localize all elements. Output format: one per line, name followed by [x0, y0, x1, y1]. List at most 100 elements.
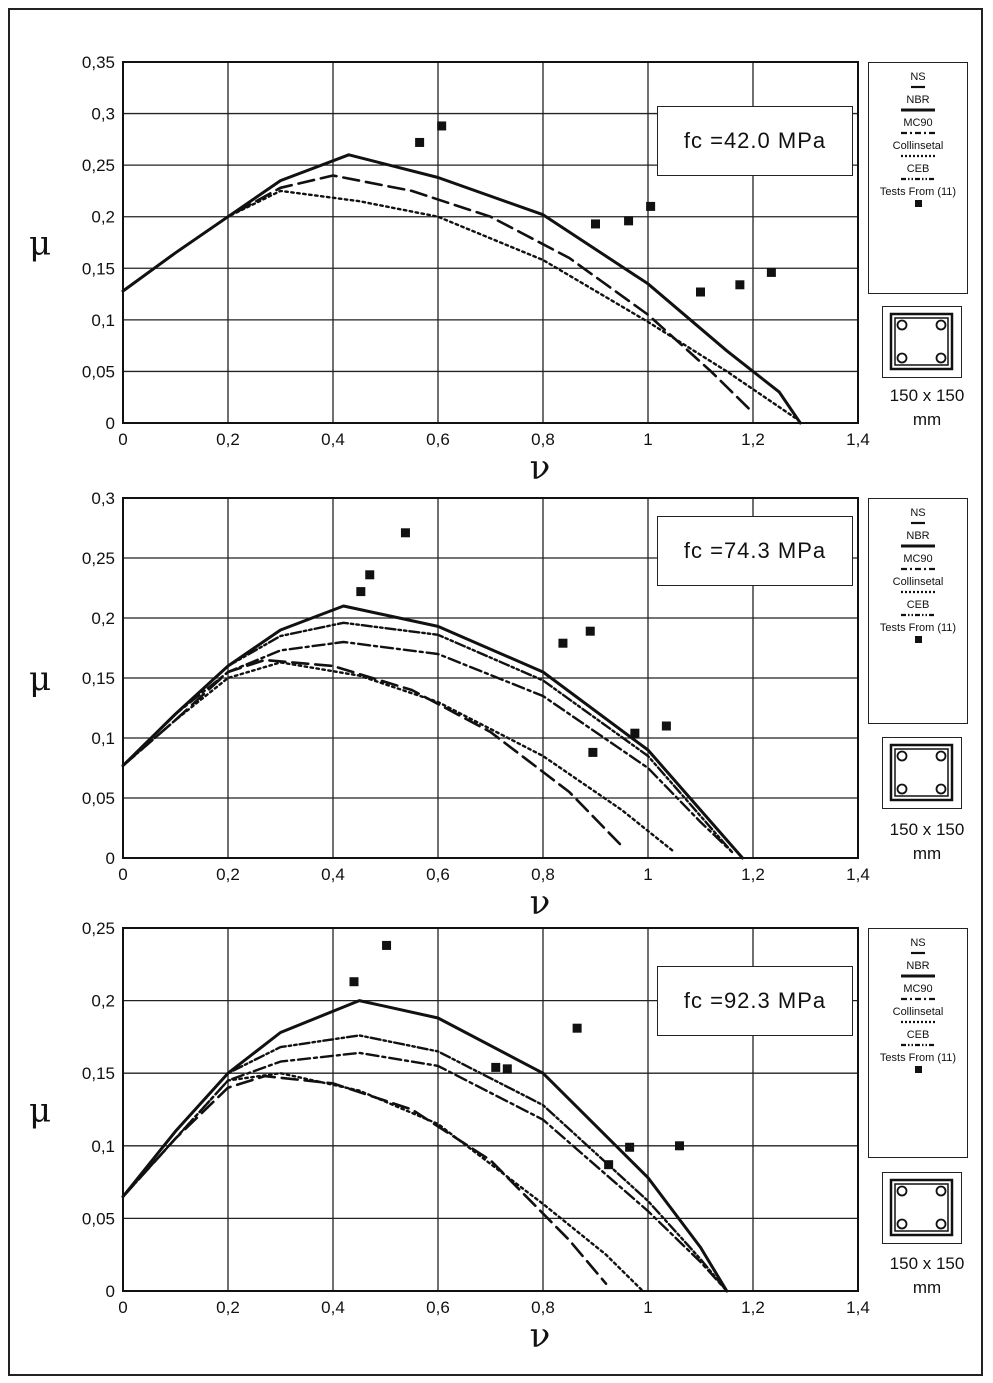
test-point	[766, 267, 776, 277]
y-tick-label: 0,05	[82, 1209, 115, 1228]
x-tick-label: 1,4	[846, 430, 870, 449]
legend-sample-dotted	[901, 1020, 935, 1024]
fc-annotation: fc =42.0 MPa	[657, 106, 853, 176]
legend-entry: NS	[869, 71, 967, 90]
y-tick-label: 0,15	[82, 1064, 115, 1083]
figure-frame	[8, 8, 983, 1376]
x-tick-label: 0	[118, 1298, 127, 1317]
x-axis-label: ν	[530, 448, 551, 488]
legend-label: CEB	[906, 163, 930, 175]
x-tick-label: 1	[643, 430, 652, 449]
legend-sample-dashdotdot	[901, 1043, 935, 1047]
test-point	[735, 280, 745, 290]
legend-entry: Collinsetal	[869, 1006, 967, 1025]
y-tick-label: 0	[106, 414, 115, 433]
x-tick-label: 0,6	[426, 1298, 450, 1317]
legend-entry: Tests From (11)	[869, 622, 967, 643]
test-point	[365, 570, 375, 580]
test-point	[696, 287, 705, 297]
fc-annotation: fc =92.3 MPa	[657, 966, 853, 1036]
series-line-dashed	[121, 658, 624, 848]
x-tick-label: 1,2	[741, 430, 765, 449]
test-point	[349, 977, 359, 987]
legend-sample-solid-short	[911, 951, 925, 955]
x-tick-label: 0,2	[216, 430, 240, 449]
test-point	[382, 940, 392, 950]
x-tick-label: 0,6	[426, 865, 450, 884]
test-point	[437, 121, 447, 131]
legend-label: NS	[910, 507, 926, 519]
legend-entry: MC90	[869, 553, 967, 572]
caption-unit: mm	[912, 410, 942, 429]
y-tick-label: 0,05	[82, 362, 115, 381]
test-point	[502, 1064, 512, 1074]
legend-sample-solid-thick	[901, 974, 935, 978]
y-tick-label: 0,3	[91, 105, 115, 124]
y-tick-label: 0,1	[91, 729, 115, 748]
x-tick-label: 0,4	[321, 1298, 345, 1317]
legend-marker-square	[914, 1066, 922, 1073]
y-tick-label: 0,2	[91, 992, 115, 1011]
legend-label: Tests From (11)	[879, 622, 957, 634]
legend-entry: Tests From (11)	[869, 186, 967, 207]
test-point	[646, 201, 656, 211]
legend-marker-square	[914, 636, 922, 643]
series-line-dashdotdot	[121, 1034, 728, 1293]
legend-sample-solid-thick	[901, 108, 935, 112]
legend-entry: NBR	[869, 530, 967, 549]
legend-sample-solid-thick	[901, 544, 935, 548]
x-tick-label: 1,4	[846, 865, 870, 884]
y-tick-label: 0,25	[82, 919, 115, 938]
x-tick-label: 1,2	[741, 865, 765, 884]
legend: NS NBR MC90 Collinsetal CEB Tests From (11)	[868, 498, 968, 724]
caption-dimensions: 150 x 150	[889, 820, 965, 839]
legend-sample-dashdotdot	[901, 177, 935, 181]
x-axis-label: ν	[530, 883, 551, 923]
test-point	[661, 721, 671, 731]
legend-entry: Collinsetal	[869, 576, 967, 595]
legend-sample-dotted	[901, 590, 935, 594]
x-tick-label: 0,8	[531, 865, 555, 884]
test-point	[491, 1062, 501, 1072]
legend-label: Tests From (11)	[879, 1052, 957, 1064]
y-tick-label: 0	[106, 1282, 115, 1301]
x-tick-label: 1,2	[741, 1298, 765, 1317]
x-tick-label: 0,6	[426, 430, 450, 449]
y-tick-label: 0,2	[91, 609, 115, 628]
plot-area	[122, 61, 859, 424]
legend-label: Collinsetal	[892, 576, 944, 588]
x-tick-label: 0,4	[321, 430, 345, 449]
y-axis-label: μ	[29, 1091, 51, 1131]
legend: NS NBR MC90 Collinsetal CEB Tests From (11)	[868, 62, 968, 294]
y-tick-label: 0,05	[82, 789, 115, 808]
legend-entry: NBR	[869, 960, 967, 979]
legend-label: NBR	[906, 960, 930, 972]
x-tick-label: 0	[118, 865, 127, 884]
legend-label: NS	[910, 937, 926, 949]
test-point	[591, 219, 600, 229]
x-tick-label: 0,4	[321, 865, 345, 884]
y-tick-label: 0,25	[82, 156, 115, 175]
legend-sample-solid-short	[911, 521, 925, 525]
test-point	[585, 626, 595, 636]
x-tick-label: 1	[643, 865, 652, 884]
cross-section-caption: 150 x 150 mm	[867, 384, 987, 432]
test-point	[356, 587, 366, 597]
legend-label: MC90	[903, 553, 933, 565]
plot-area	[122, 497, 859, 859]
legend-entry: Tests From (11)	[869, 1052, 967, 1073]
legend-entry: MC90	[869, 117, 967, 136]
legend-sample-dashdot	[901, 567, 935, 571]
caption-dimensions: 150 x 150	[889, 386, 965, 405]
caption-unit: mm	[912, 1278, 942, 1297]
x-tick-label: 0	[118, 430, 127, 449]
series-line-dashdot	[121, 640, 734, 854]
legend-label: MC90	[903, 983, 933, 995]
legend-label: Tests From (11)	[879, 186, 957, 198]
y-tick-label: 0,1	[91, 1137, 115, 1156]
legend-sample-dashdotdot	[901, 613, 935, 617]
test-point	[572, 1023, 582, 1033]
